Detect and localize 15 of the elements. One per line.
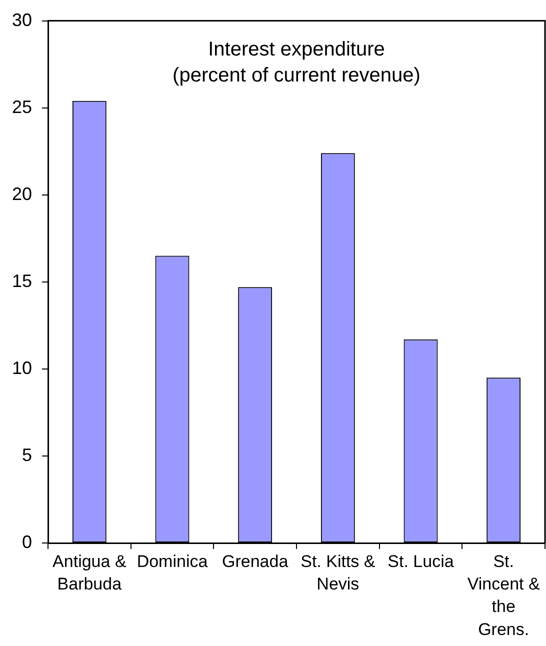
y-tick-label: 0 [22, 532, 32, 552]
text: (percent of current revenue) [172, 64, 420, 86]
x-tick-label: Dominica [136, 552, 208, 571]
y-tick-label: 25 [12, 96, 32, 117]
y-tick-label: 30 [12, 10, 32, 30]
text: Interest expenditure [208, 38, 385, 60]
y-tick-label: 15 [12, 270, 32, 291]
x-tick-label: Grenada [222, 552, 289, 571]
x-tick-label: St. Lucia [388, 552, 454, 571]
y-tick-label: 5 [22, 444, 32, 465]
x-tick-label: St. Vincent & the Grens. [467, 552, 540, 639]
y-tick-label: 10 [12, 358, 32, 378]
x-tick-label: St. Kitts & Nevis [300, 552, 376, 594]
y-tick-label: 20 [12, 184, 32, 204]
x-tick-label: Antigua & Barbuda [52, 552, 127, 594]
